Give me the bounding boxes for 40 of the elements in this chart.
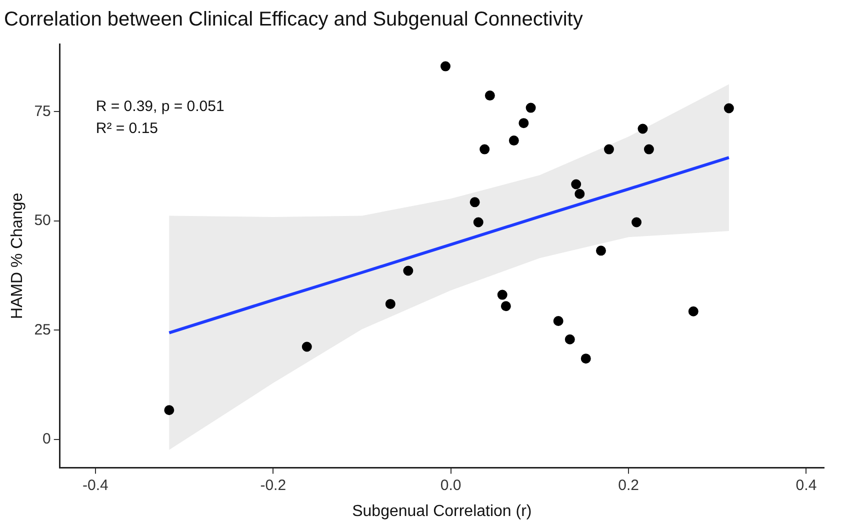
point	[484, 90, 495, 101]
point	[638, 124, 648, 134]
x-tick-label: 0.0	[440, 476, 462, 494]
annotation: R = 0.39, p = 0.051	[96, 98, 224, 115]
point	[403, 266, 414, 276]
point	[385, 298, 396, 309]
x-tick-label: -0.4	[82, 476, 108, 494]
point	[604, 144, 614, 154]
point	[644, 144, 654, 154]
point	[470, 197, 480, 208]
y-tick-label: 75	[34, 102, 51, 120]
point	[580, 354, 591, 364]
point	[574, 188, 585, 199]
point	[632, 217, 642, 228]
point	[473, 217, 484, 228]
annotation: R² = 0.15	[96, 120, 158, 137]
point	[497, 290, 508, 300]
point	[164, 405, 174, 416]
point	[480, 144, 490, 154]
point	[500, 301, 511, 312]
point	[508, 136, 519, 146]
point	[302, 342, 312, 352]
chart-title: Correlation between Clinical Efficacy and Subgenual Connectivity	[4, 8, 583, 31]
point	[688, 306, 698, 316]
point	[440, 61, 450, 72]
x-tick-label: -0.2	[260, 476, 286, 494]
point	[571, 179, 582, 190]
y-tick-label: 0	[42, 430, 51, 448]
point	[526, 102, 536, 113]
y-tick-label: 25	[34, 321, 51, 338]
point	[518, 118, 529, 128]
x-axis-title: Subgenual Correlation (r)	[352, 502, 532, 520]
point	[553, 316, 564, 326]
x-tick-label: 0.4	[796, 476, 817, 494]
y-axis-title: HAMD % Change	[9, 192, 26, 320]
point	[724, 103, 734, 114]
point	[564, 334, 575, 344]
x-tick-label: 0.2	[618, 476, 639, 494]
y-tick-label: 50	[34, 212, 51, 230]
point	[596, 246, 606, 256]
